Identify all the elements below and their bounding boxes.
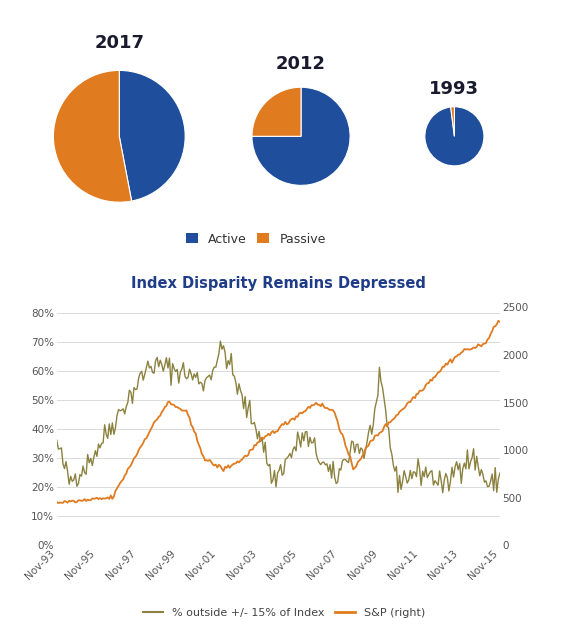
Wedge shape: [119, 70, 185, 201]
Title: 2017: 2017: [94, 34, 144, 53]
Legend: Active, Passive: Active, Passive: [181, 228, 331, 250]
Wedge shape: [425, 107, 484, 166]
Title: Index Disparity Remains Depressed: Index Disparity Remains Depressed: [131, 276, 426, 291]
Title: 2012: 2012: [276, 55, 326, 74]
Wedge shape: [252, 87, 301, 136]
Legend: % outside +/- 15% of Index, S&P (right): % outside +/- 15% of Index, S&P (right): [138, 603, 430, 622]
Wedge shape: [450, 107, 454, 136]
Wedge shape: [252, 87, 350, 185]
Title: 1993: 1993: [429, 80, 479, 98]
Wedge shape: [53, 70, 132, 202]
